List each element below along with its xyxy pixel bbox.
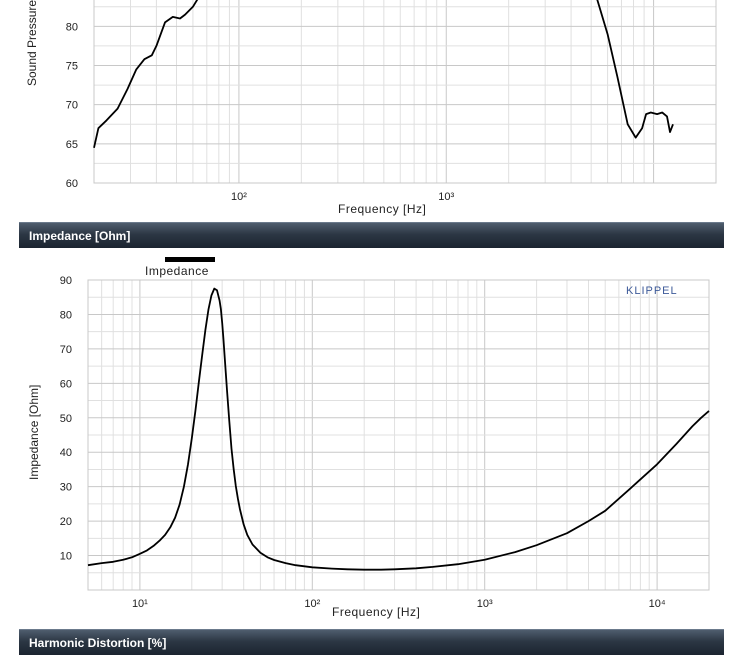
y-tick-label: 75 bbox=[66, 61, 78, 73]
y-tick-label: 40 bbox=[60, 447, 72, 459]
spl-curve bbox=[93, 0, 674, 148]
x-tick-label: 10³ bbox=[477, 598, 493, 610]
impedance-y-ticks: 10 20 30 40 50 60 70 80 90 bbox=[60, 275, 72, 563]
spl-y-axis-label: Sound Pressure [ bbox=[25, 0, 39, 86]
x-tick-label: 10² bbox=[304, 598, 320, 610]
y-tick-label: 90 bbox=[60, 275, 72, 287]
spl-x-axis-label: Frequency [Hz] bbox=[338, 202, 426, 216]
y-tick-label: 10 bbox=[60, 551, 72, 563]
impedance-chart: 10 20 30 40 50 60 70 80 90 10¹ 10² 10³ 10⁴ Impedanc… bbox=[27, 257, 710, 619]
distortion-section-title: Harmonic Distortion [%] bbox=[29, 636, 167, 650]
y-tick-label: 70 bbox=[60, 344, 72, 356]
y-tick-label: 65 bbox=[66, 139, 78, 151]
y-tick-label: 70 bbox=[66, 100, 78, 112]
y-tick-label: 30 bbox=[60, 482, 72, 494]
spl-x-ticks: 10² 10³ bbox=[231, 191, 455, 203]
impedance-x-ticks: 10¹ 10² 10³ 10⁴ bbox=[132, 598, 666, 610]
distortion-section-header: Harmonic Distortion [%] bbox=[19, 629, 724, 655]
impedance-section-title: Impedance [Ohm] bbox=[29, 229, 131, 243]
y-tick-label: 50 bbox=[60, 413, 72, 425]
y-tick-label: 60 bbox=[66, 178, 78, 190]
x-tick-label: 10¹ bbox=[132, 598, 148, 610]
x-tick-label: 10⁴ bbox=[649, 598, 666, 610]
impedance-curve bbox=[87, 287, 710, 571]
y-tick-label: 80 bbox=[66, 21, 78, 33]
x-tick-label: 10² bbox=[231, 191, 247, 203]
x-tick-label: 10³ bbox=[438, 191, 454, 203]
spl-grid bbox=[93, 0, 717, 184]
klippel-logo: KLIPPEL bbox=[626, 285, 678, 297]
y-tick-label: 20 bbox=[60, 516, 72, 528]
impedance-y-axis-label: Impedance [Ohm] bbox=[27, 385, 41, 480]
plot-frame bbox=[87, 279, 710, 591]
y-tick-label: 80 bbox=[60, 309, 72, 321]
impedance-section-header: Impedance [Ohm] bbox=[19, 222, 724, 248]
impedance-grid bbox=[87, 279, 710, 591]
y-tick-label: 60 bbox=[60, 378, 72, 390]
legend-label: Impedance bbox=[145, 264, 209, 278]
legend-swatch bbox=[165, 257, 215, 262]
impedance-x-axis-label: Frequency [Hz] bbox=[332, 605, 420, 619]
plot-frame bbox=[93, 0, 717, 184]
spl-y-ticks: 606570758085 bbox=[66, 21, 78, 190]
